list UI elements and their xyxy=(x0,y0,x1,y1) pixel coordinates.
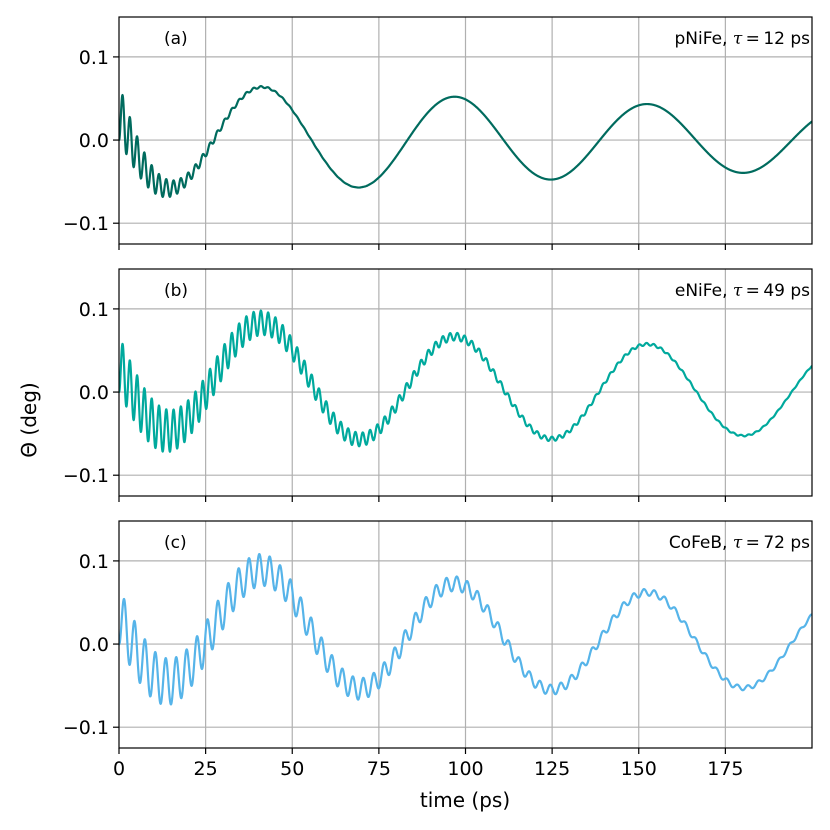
series-line-pNiFe xyxy=(119,85,812,198)
tau-symbol: τ xyxy=(733,533,743,553)
x-tick-label: 25 xyxy=(194,758,218,780)
y-axis-label: Θ (deg) xyxy=(17,382,41,457)
series-line-CoFeB xyxy=(119,552,812,706)
y-tick-label: 0.1 xyxy=(79,299,109,321)
y-tick-label: −0.1 xyxy=(63,213,109,235)
x-tick-label: 75 xyxy=(367,758,391,780)
tau-symbol: τ xyxy=(733,29,743,49)
y-tick-label: −0.1 xyxy=(63,465,109,487)
panel-b: 0.1 0.0 −0.1 (b) eNiFe, τ = 49 ps xyxy=(63,268,813,502)
x-tick-label: 125 xyxy=(534,758,570,780)
material-name: pNiFe, xyxy=(675,29,733,49)
panel-label: (b) xyxy=(164,281,188,301)
x-tick-label: 175 xyxy=(707,758,743,780)
x-tick-label: 50 xyxy=(280,758,304,780)
tau-value: = 12 ps xyxy=(742,29,810,49)
material-name: eNiFe, xyxy=(675,281,733,301)
y-tick-label: 0.1 xyxy=(79,47,109,69)
y-tick-label: 0.0 xyxy=(79,130,109,152)
panel-annotation: eNiFe, τ = 49 ps xyxy=(675,281,810,301)
x-tick-label: 0 xyxy=(113,758,125,780)
x-tick-label: 150 xyxy=(621,758,657,780)
panel-label: (c) xyxy=(164,533,187,553)
panel-label: (a) xyxy=(164,29,188,49)
y-tick-label: −0.1 xyxy=(63,717,109,739)
tau-symbol: τ xyxy=(733,281,743,301)
y-tick-label: 0.1 xyxy=(79,551,109,573)
panel-c: 0.1 0.0 −0.10 25 50 75 100 125 150 175 (c) CoFeB, τ… xyxy=(63,520,813,780)
series-line-eNiFe xyxy=(119,309,812,453)
tau-value: = 72 ps xyxy=(742,533,810,553)
y-tick-label: 0.0 xyxy=(79,382,109,404)
panel-annotation: pNiFe, τ = 12 ps xyxy=(675,29,811,49)
x-tick-label: 100 xyxy=(447,758,483,780)
material-name: CoFeB, xyxy=(669,533,733,553)
y-tick-label: 0.0 xyxy=(79,634,109,656)
panel-a: 0.1 0.0 −0.1 (a) pNiFe, τ = 12 ps xyxy=(63,16,813,250)
x-axis-label: time (ps) xyxy=(420,788,510,812)
panel-annotation: CoFeB, τ = 72 ps xyxy=(669,533,810,553)
tau-value: = 49 ps xyxy=(742,281,810,301)
